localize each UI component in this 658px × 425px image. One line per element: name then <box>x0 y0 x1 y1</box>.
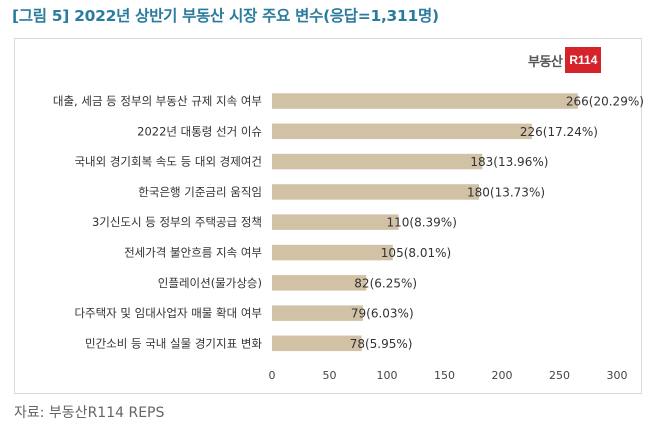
bar <box>272 335 362 352</box>
category-label: 민간소비 등 국내 실물 경기지표 변화 <box>85 336 262 350</box>
data-label: 180(13.73%) <box>467 185 545 199</box>
category-label: 인플레이션(물가상승) <box>158 276 262 290</box>
bar <box>272 93 578 109</box>
bar <box>272 153 483 170</box>
source-note: 자료: 부동산R114 REPS <box>14 405 165 421</box>
category-label: 전세가격 불안흐름 지속 여부 <box>124 246 262 260</box>
x-tick-label: 200 <box>492 369 513 382</box>
x-tick-label: 300 <box>607 369 628 382</box>
data-label: 226(17.24%) <box>520 125 598 139</box>
x-tick-label: 250 <box>549 369 570 382</box>
category-label: 대출, 세금 등 정부의 부동산 규제 지속 여부 <box>53 94 262 108</box>
bar <box>272 214 399 230</box>
data-label: 79(6.03%) <box>351 307 414 321</box>
data-label: 105(8.01%) <box>381 246 451 260</box>
data-label: 183(13.96%) <box>470 155 548 169</box>
bar <box>272 305 363 321</box>
data-label: 78(5.95%) <box>350 337 413 351</box>
category-label: 3기신도시 등 정부의 주택공급 정책 <box>92 215 262 229</box>
logo-box: R114 <box>565 47 602 73</box>
bar <box>272 244 393 261</box>
bar <box>272 184 479 200</box>
x-tick-label: 100 <box>377 369 398 382</box>
bar <box>272 275 367 291</box>
chart-title: [그림 5] 2022년 상반기 부동산 시장 주요 변수(응답=1,311명) <box>12 7 439 25</box>
data-label: 110(8.39%) <box>387 216 457 230</box>
r114-logo: 부동산 R114 <box>528 46 602 74</box>
x-tick-label: 150 <box>434 369 455 382</box>
bar <box>272 123 532 140</box>
x-tick-label: 50 <box>323 369 337 382</box>
data-label: 266(20.29%) <box>566 95 644 109</box>
category-label: 다주택자 및 임대사업자 매물 확대 여부 <box>74 306 262 320</box>
x-tick-label: 0 <box>269 369 276 382</box>
category-label: 한국은행 기준금리 움직임 <box>138 185 262 199</box>
logo-text: 부동산 <box>528 54 563 70</box>
data-label: 82(6.25%) <box>354 276 417 290</box>
category-label: 2022년 대통령 선거 이슈 <box>137 124 262 138</box>
category-label: 국내외 경기회복 속도 등 대외 경제여건 <box>74 155 262 169</box>
